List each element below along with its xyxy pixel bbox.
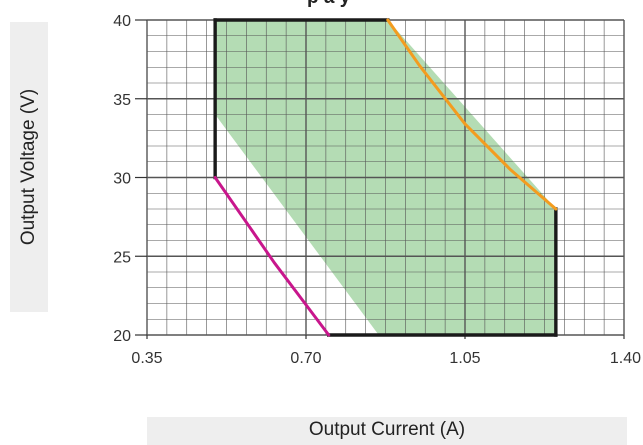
min-power-curve — [213, 176, 331, 337]
y-tick-label: 35 — [113, 92, 131, 109]
y-tick-label: 25 — [113, 249, 131, 266]
chart-title-fragment: p a y — [307, 0, 350, 9]
y-tick-label: 20 — [113, 328, 131, 345]
x-axis-label: Output Current (A) — [308, 419, 466, 440]
x-tick-label: 0.35 — [131, 350, 162, 367]
x-tick-label: 0.70 — [290, 350, 321, 367]
x-tick-label: 1.05 — [449, 350, 480, 367]
y-axis-label-box: Output Voltage (V) — [10, 22, 48, 312]
max-power-curve — [386, 18, 558, 211]
x-axis-label-box: Output Current (A) — [147, 417, 627, 445]
y-tick-label: 30 — [113, 171, 131, 188]
y-tick-label: 40 — [113, 13, 131, 30]
x-tick-label: 1.40 — [610, 350, 641, 367]
